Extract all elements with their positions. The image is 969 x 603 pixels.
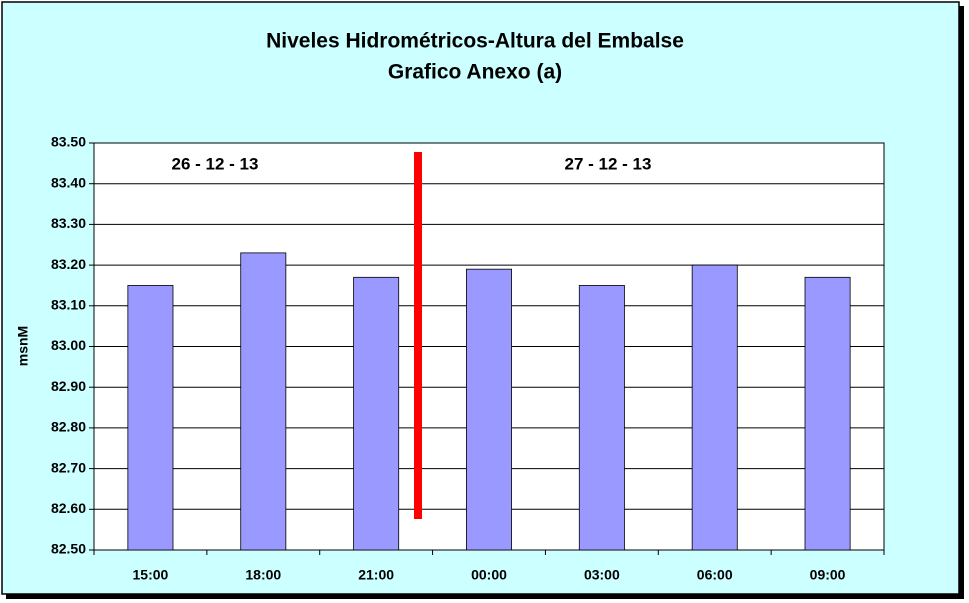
x-tick-label: 06:00: [697, 567, 733, 583]
chart-title: Niveles Hidrométricos-Altura del Embalse: [266, 30, 684, 53]
x-tick-label: 00:00: [471, 567, 507, 583]
bar: [804, 276, 851, 551]
bar: [691, 264, 738, 551]
x-tick-label: 21:00: [358, 567, 394, 583]
bars: [127, 252, 851, 551]
y-tick-label: 82.90: [51, 378, 86, 394]
x-tick-label: 18:00: [245, 567, 281, 583]
x-tick-label: 09:00: [810, 567, 846, 583]
bar: [466, 268, 512, 551]
y-tick-label: 83.50: [51, 134, 86, 150]
y-tick-label: 83.00: [51, 337, 86, 353]
y-tick-label: 82.70: [51, 459, 86, 475]
y-tick-label: 83.10: [51, 297, 86, 313]
bar: [127, 285, 174, 551]
y-tick-label: 82.50: [51, 541, 86, 557]
y-tick-label: 83.40: [51, 174, 86, 190]
bar: [240, 252, 287, 551]
annotation: 27 - 12 - 13: [565, 154, 652, 173]
x-tick-label: 03:00: [584, 567, 620, 583]
bar: [353, 276, 400, 551]
y-tick-label: 82.80: [51, 419, 86, 435]
annotation: 26 - 12 - 13: [172, 154, 259, 173]
chart-subtitle: Grafico Anexo (a): [388, 61, 562, 84]
bar: [578, 285, 625, 551]
y-tick-label: 83.20: [51, 256, 86, 272]
x-tick-label: 15:00: [133, 567, 169, 583]
y-tick-label: 82.60: [51, 500, 86, 516]
y-tick-label: 83.30: [51, 215, 86, 231]
y-axis-label: msnM: [15, 326, 31, 366]
